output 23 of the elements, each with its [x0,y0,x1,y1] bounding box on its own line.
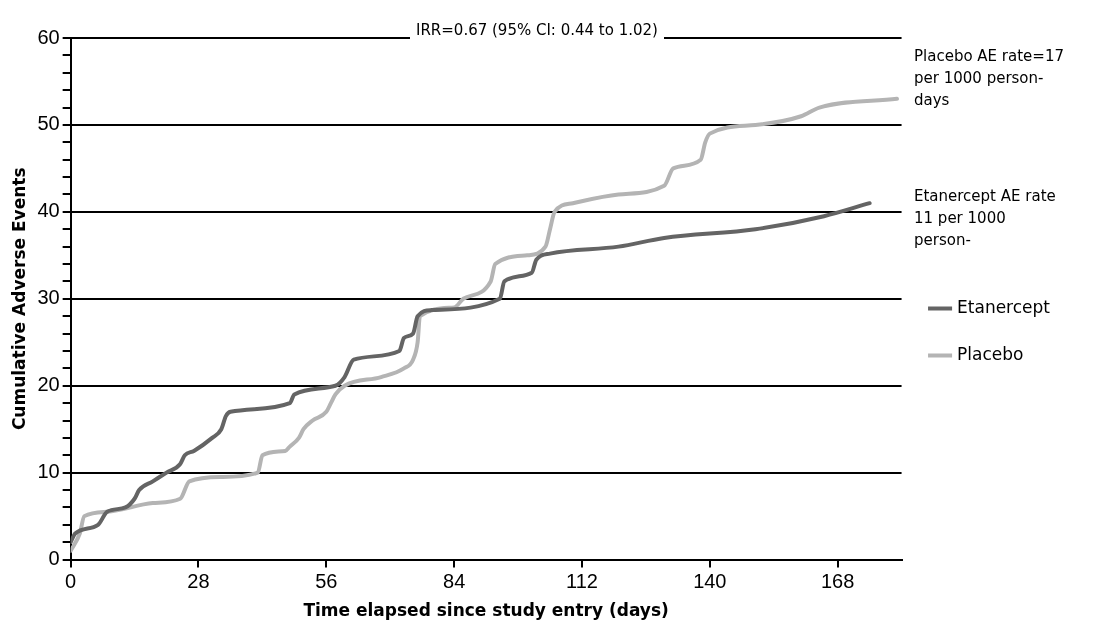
y-tick-label: 0 [48,547,60,570]
line-series [70,96,899,553]
x-tick-label: 140 [693,570,727,593]
y-tick-label: 40 [37,199,60,222]
line-series [70,201,872,545]
y-tick-label: 10 [37,460,60,483]
x-axis-title: Time elapsed since study entry (days) [303,600,669,621]
y-tick-label: 50 [37,112,60,135]
y-tick-label: 20 [37,373,60,396]
x-tick-label: 56 [315,570,338,593]
x-tick-label: 112 [566,570,598,593]
y-tick-label: 60 [37,25,60,48]
text: Placebo AE rate=17 per 1000 person-days [914,46,1064,111]
y-axis-title: Cumulative Adverse Events [8,167,29,431]
y-tick-label: 30 [37,286,60,309]
annotation: IRR=0.67 (95% CI: 0.44 to 1.02) [410,20,664,42]
legend-label: Placebo [957,343,1024,364]
x-tick-label: 0 [65,570,77,593]
x-tick-label: 168 [820,570,855,593]
x-tick-label: 28 [187,570,210,593]
x-tick-label: 84 [443,570,466,593]
text: Etanercept AE rate 11 per 1000 person- [914,186,1057,251]
legend-label: Etanercept [957,296,1051,317]
